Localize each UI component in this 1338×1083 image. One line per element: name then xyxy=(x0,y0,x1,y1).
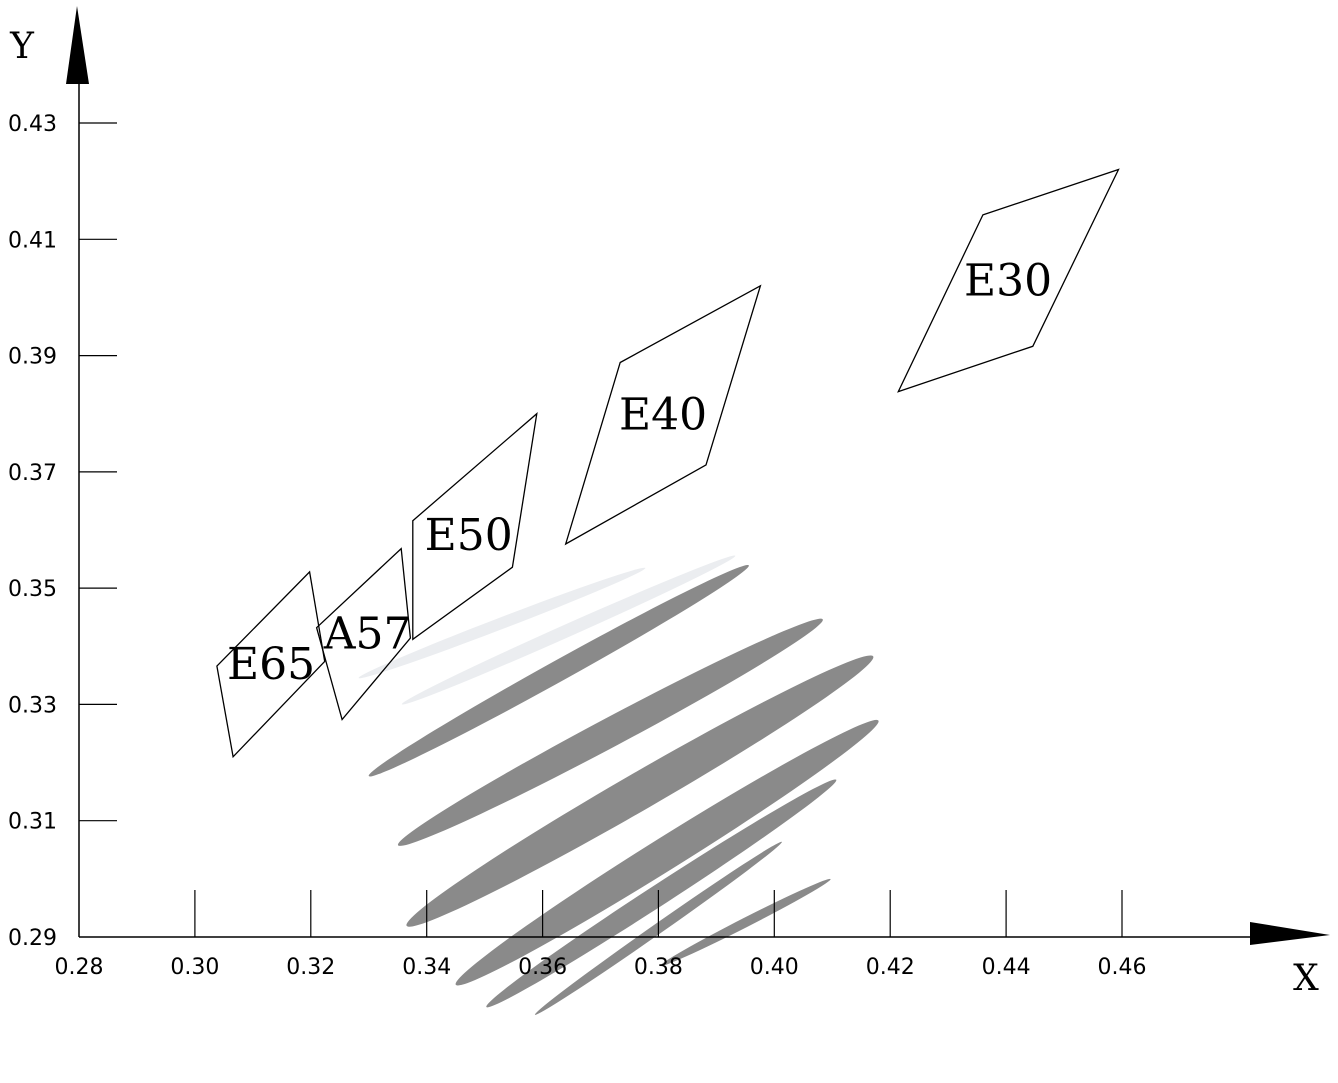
y-tick-label: 0.29 xyxy=(8,926,57,951)
region-e65 xyxy=(216,570,326,759)
x-tick-label: 0.44 xyxy=(982,955,1031,980)
region-label-e65: E65 xyxy=(227,639,315,690)
ticks: 0.28 0.30 0.32 0.34 0.36 0.38 0.40 0.42 0.44 0.46… xyxy=(8,112,1146,980)
region-label-e50: E50 xyxy=(425,510,513,561)
x-tick-label: 0.46 xyxy=(1098,955,1147,980)
x-axis-label: X xyxy=(1293,958,1319,999)
y-tick-label: 0.41 xyxy=(8,228,57,253)
y-tick-label: 0.33 xyxy=(8,693,57,718)
y-axis-arrow xyxy=(66,6,89,84)
ellipse-mark-4 xyxy=(397,618,823,846)
region-label-e40: E40 xyxy=(619,389,707,440)
x-tick-label: 0.36 xyxy=(518,955,567,980)
region-e30 xyxy=(897,168,1120,393)
ellipse-mark-5 xyxy=(406,655,874,927)
ellipse-layer xyxy=(358,555,879,1015)
ellipse-mark-9 xyxy=(660,878,831,967)
y-tick-label: 0.39 xyxy=(8,345,57,370)
region-e40 xyxy=(564,284,762,546)
y-tick-label: 0.35 xyxy=(8,577,57,602)
ellipse-mark-7 xyxy=(486,779,837,1008)
x-tick-label: 0.30 xyxy=(170,955,219,980)
x-tick-label: 0.42 xyxy=(866,955,915,980)
ellipse-mark-1 xyxy=(358,567,646,679)
region-label-a57: A57 xyxy=(323,609,412,660)
x-tick-label: 0.34 xyxy=(402,955,451,980)
y-tick-label: 0.31 xyxy=(8,810,57,835)
region-a57 xyxy=(315,547,412,721)
region-label-e30: E30 xyxy=(964,256,1052,307)
y-tick-label: 0.43 xyxy=(8,112,57,137)
x-tick-label: 0.40 xyxy=(750,955,799,980)
x-tick-label: 0.38 xyxy=(634,955,683,980)
y-tick-label: 0.37 xyxy=(8,461,57,486)
axes: X Y xyxy=(9,6,1330,999)
region-e50 xyxy=(412,412,538,641)
ellipse-mark-6 xyxy=(455,719,879,986)
x-tick-label: 0.32 xyxy=(286,955,335,980)
x-tick-label: 0.28 xyxy=(55,955,104,980)
ellipse-mark-3 xyxy=(368,564,749,777)
x-axis-arrow xyxy=(1250,922,1330,945)
y-axis-label: Y xyxy=(9,26,35,67)
ellipse-mark-2 xyxy=(401,555,736,705)
